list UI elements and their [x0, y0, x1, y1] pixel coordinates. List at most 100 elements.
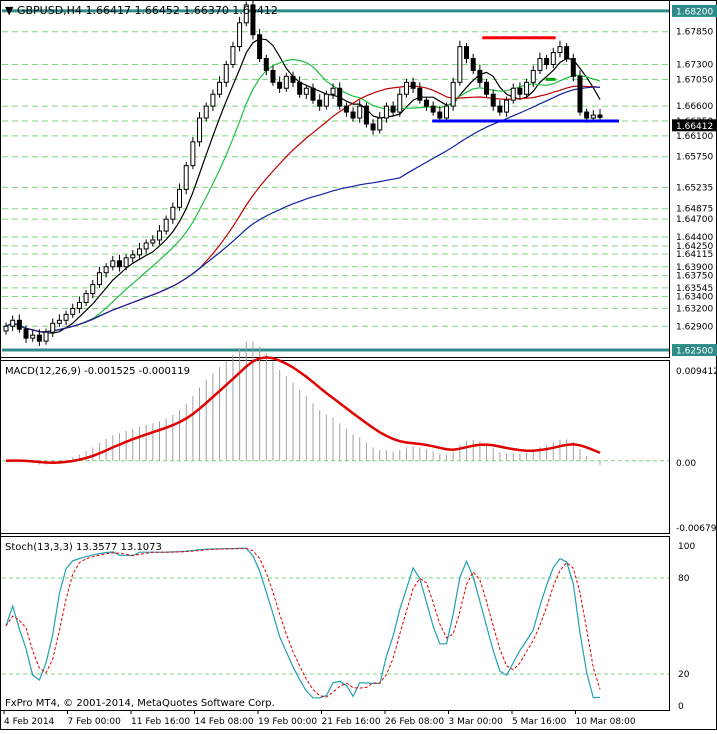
- candle-body: [538, 59, 542, 71]
- candle-body: [551, 53, 555, 65]
- candle-body: [91, 285, 95, 294]
- candle-body: [224, 64, 228, 82]
- candle-body: [465, 47, 469, 59]
- candle-body: [338, 88, 342, 106]
- candle-body: [411, 82, 415, 88]
- candle-body: [178, 189, 182, 207]
- price-tick-label: 1.67050: [676, 75, 713, 85]
- candle-body: [318, 100, 322, 106]
- candle-body: [151, 240, 155, 243]
- candle-body: [51, 323, 55, 332]
- candle-body: [104, 267, 108, 273]
- stoch-tick-label: 100: [678, 542, 695, 552]
- candle-body: [11, 320, 15, 326]
- price-tick-label: 1.63400: [676, 293, 713, 303]
- candle-body: [558, 47, 562, 53]
- candle-body: [97, 273, 101, 285]
- candle-body: [571, 59, 575, 77]
- candle-body: [291, 76, 295, 82]
- candle-body: [71, 308, 75, 314]
- candle-body: [525, 82, 529, 94]
- teal-level-label: 1.62500: [676, 347, 713, 357]
- candle-body: [17, 320, 21, 329]
- stoch-label: Stoch(13,3,3) 13.3577 13.1073: [5, 542, 162, 553]
- candle-body: [31, 335, 35, 338]
- price-tick-label: 1.65235: [676, 183, 713, 193]
- candle-body: [158, 231, 162, 240]
- candle-body: [271, 70, 275, 82]
- candle-body: [84, 294, 88, 303]
- time-tick-label: 3 Mar 00:00: [449, 717, 504, 727]
- macd-label: MACD(12,26,9) -0.001525 -0.000119: [5, 366, 190, 377]
- time-tick-label: 7 Feb 00:00: [68, 717, 122, 727]
- price-tick-label: 1.67850: [676, 28, 713, 38]
- candle-body: [77, 302, 81, 308]
- candle-body: [404, 82, 408, 94]
- candle-body: [331, 88, 335, 94]
- candle-body: [64, 314, 68, 320]
- candle-body: [418, 88, 422, 100]
- copyright-text: FxPro MT4, © 2001-2014, MetaQuotes Softw…: [5, 698, 275, 709]
- candle-body: [37, 335, 41, 341]
- candle-body: [111, 261, 115, 267]
- macd-max-label: 0.009412: [676, 367, 717, 377]
- macd-zero-label: 0.00: [676, 459, 696, 469]
- candle-body: [444, 106, 448, 118]
- candle-body: [4, 326, 8, 331]
- macd-min-label: -0.006792: [676, 524, 717, 534]
- price-tick-label: 1.64115: [676, 250, 713, 260]
- candle-body: [231, 47, 235, 65]
- time-tick-label: 26 Feb 08:00: [385, 717, 444, 727]
- candle-body: [391, 106, 395, 112]
- candle-body: [264, 59, 268, 71]
- candle-body: [304, 88, 308, 94]
- stoch-tick-label: 0: [678, 702, 684, 712]
- candle-body: [585, 112, 589, 118]
- candle-body: [198, 118, 202, 142]
- candle-body: [211, 94, 215, 106]
- candle-body: [344, 106, 348, 112]
- candle-body: [438, 112, 442, 118]
- candle-body: [311, 88, 315, 100]
- candle-body: [498, 106, 502, 112]
- time-tick-label: 11 Feb 16:00: [131, 717, 190, 727]
- price-tick-label: 1.64875: [676, 205, 713, 215]
- candle-body: [278, 82, 282, 88]
- candle-body: [505, 100, 509, 112]
- candle-body: [298, 82, 302, 94]
- candle-body: [131, 255, 135, 258]
- symbol-title: ▼ GBPUSD,H4 1.66417 1.66452 1.66370 1.66…: [5, 4, 278, 17]
- price-tick-label: 1.66100: [676, 132, 713, 142]
- candle-body: [531, 70, 535, 82]
- candle-body: [545, 59, 549, 65]
- teal-level-label: 1.68200: [676, 7, 713, 17]
- candle-body: [565, 47, 569, 59]
- price-tick-label: 1.65750: [676, 153, 713, 163]
- candle-body: [117, 261, 121, 267]
- candle-body: [491, 94, 495, 106]
- candle-body: [44, 332, 48, 341]
- stoch-tick-label: 20: [678, 670, 690, 680]
- time-tick-label: 14 Feb 08:00: [195, 717, 254, 727]
- price-tick-label: 1.63200: [676, 304, 713, 314]
- candle-body: [171, 207, 175, 219]
- stoch-tick-label: 80: [678, 574, 690, 584]
- time-tick-label: 19 Feb 00:00: [258, 717, 317, 727]
- candle-body: [238, 23, 242, 47]
- candle-body: [184, 166, 188, 190]
- current-price-label: 1.66412: [676, 122, 713, 132]
- price-tick-label: 1.66600: [676, 102, 713, 112]
- candle-body: [518, 88, 522, 94]
- candle-body: [578, 76, 582, 112]
- price-tick-label: 1.67300: [676, 60, 713, 70]
- candle-body: [458, 47, 462, 83]
- candle-body: [57, 320, 61, 323]
- candle-body: [24, 329, 28, 338]
- candle-body: [364, 106, 368, 124]
- candle-body: [598, 115, 602, 117]
- candle-body: [137, 249, 141, 255]
- candle-body: [284, 76, 288, 88]
- time-tick-label: 21 Feb 16:00: [322, 717, 381, 727]
